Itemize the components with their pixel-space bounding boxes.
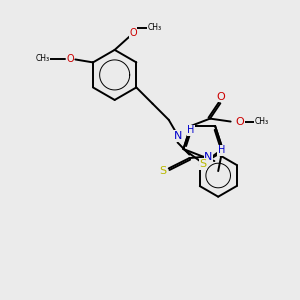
Text: N: N xyxy=(173,131,182,141)
Text: O: O xyxy=(129,28,137,38)
Text: CH₃: CH₃ xyxy=(36,54,50,63)
Text: CH₃: CH₃ xyxy=(254,117,268,126)
Text: H: H xyxy=(187,125,194,135)
Text: O: O xyxy=(217,92,225,102)
Text: O: O xyxy=(66,54,74,64)
Text: CH₃: CH₃ xyxy=(147,23,161,32)
Text: S: S xyxy=(159,166,167,176)
Text: N: N xyxy=(204,152,213,162)
Text: O: O xyxy=(235,116,244,127)
Text: S: S xyxy=(200,159,207,169)
Text: H: H xyxy=(218,145,225,155)
